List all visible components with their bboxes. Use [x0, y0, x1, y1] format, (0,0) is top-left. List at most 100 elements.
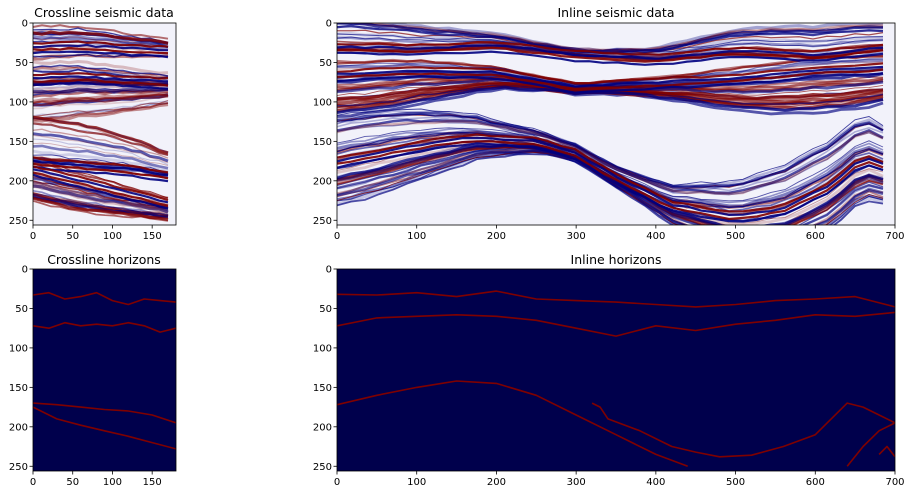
seismic-reflector [337, 58, 884, 87]
seismic-reflector [33, 30, 169, 45]
seismic-reflector [33, 59, 169, 75]
seismic-reflector [33, 180, 169, 210]
seismic-reflector [33, 138, 169, 166]
y-tick-label: 250 [9, 462, 28, 473]
seismic-main-reflector [337, 62, 884, 85]
seismic-reflector [337, 85, 884, 114]
seismic-reflector [33, 93, 168, 104]
y-tick-label: 150 [313, 137, 332, 148]
seismic-reflector [33, 102, 169, 120]
seismic-main-reflector [337, 140, 884, 221]
seismic-reflector [33, 189, 169, 217]
seismic-main-reflector [33, 72, 169, 80]
seismic-reflector [33, 35, 169, 49]
seismic-reflector [33, 36, 169, 47]
x-tick-label: 100 [103, 477, 122, 488]
seismic-reflector [33, 115, 169, 155]
seismic-reflector [337, 85, 884, 115]
seismic-reflector [33, 36, 169, 49]
seismic-reflector [33, 194, 169, 218]
horizon-line [33, 406, 176, 450]
seismic-reflector [33, 99, 169, 118]
y-tick-label: 50 [15, 304, 28, 315]
x-tick-label: 300 [567, 231, 586, 242]
seismic-main-reflector [337, 44, 884, 60]
seismic-reflector [33, 117, 169, 154]
seismic-reflector [33, 95, 169, 107]
x-tick-label: 200 [487, 231, 506, 242]
seismic-image [33, 23, 176, 225]
seismic-main-reflector [337, 68, 884, 90]
seismic-reflector [33, 132, 169, 163]
x-tick-label: 700 [885, 477, 904, 488]
seismic-reflector [33, 24, 169, 40]
seismic-reflector [33, 184, 169, 215]
y-tick-label: 150 [9, 137, 28, 148]
x-tick-label: 50 [66, 231, 79, 242]
horizon-line [591, 402, 895, 458]
seismic-reflector [33, 200, 169, 222]
y-tick-label: 50 [319, 58, 332, 69]
seismic-main-reflector [33, 50, 169, 59]
seismic-reflector [337, 23, 884, 53]
seismic-reflector [33, 87, 169, 95]
y-tick-label: 200 [313, 176, 332, 187]
panel-crossline-seismic: Crossline seismic data 0 50 100 150 0 50 100 15… [9, 5, 177, 242]
x-tick-label: 400 [646, 231, 665, 242]
seismic-reflector [33, 182, 169, 214]
y-tick-label: 50 [15, 58, 28, 69]
y-tick-label: 0 [326, 19, 332, 30]
seismic-reflector [33, 160, 169, 199]
seismic-reflector [337, 131, 884, 209]
seismic-reflector [33, 64, 169, 77]
panel-inline-horizons: Inline horizons 0 100 200 300 400 500 600 700 0 5… [313, 252, 905, 488]
x-tick-label: 0 [334, 231, 340, 242]
x-tick-label: 150 [143, 477, 162, 488]
y-tick-label: 100 [9, 343, 28, 354]
x-tick-label: 0 [30, 231, 36, 242]
horizon-line [878, 445, 895, 458]
seismic-reflector [33, 90, 169, 98]
seismic-reflector [33, 142, 169, 166]
seismic-reflector [33, 154, 169, 174]
seismic-reflector [33, 95, 169, 110]
seismic-reflector [337, 119, 884, 196]
panel-title: Inline seismic data [558, 5, 675, 20]
horizon-line [337, 311, 895, 337]
y-tick-label: 100 [9, 97, 28, 108]
panel-inline-seismic: Inline seismic data 0 100 200 300 400 500 600 7… [313, 5, 905, 242]
y-tick-label: 200 [9, 176, 28, 187]
seismic-main-reflector [337, 142, 884, 223]
seismic-main-reflector [33, 43, 168, 52]
x-tick-label: 400 [646, 477, 665, 488]
seismic-reflector [33, 144, 169, 170]
y-tick-label: 0 [326, 265, 332, 276]
horizon-line [337, 380, 688, 468]
y-tick-label: 0 [22, 265, 28, 276]
y-tick-label: 200 [313, 422, 332, 433]
seismic-reflector [337, 114, 884, 188]
seismic-main-reflector [33, 78, 169, 87]
seismic-main-reflector [33, 165, 169, 202]
seismic-reflector [337, 108, 884, 186]
seismic-reflector [33, 149, 169, 173]
seismic-main-reflector [33, 165, 169, 183]
y-tick-label: 250 [313, 216, 332, 227]
seismic-main-reflector [337, 72, 884, 94]
seismic-main-reflector [33, 156, 169, 174]
seismic-main-reflector [33, 168, 169, 204]
x-tick-label: 600 [806, 477, 825, 488]
seismic-reflector [33, 196, 169, 222]
x-tick-label: 0 [30, 477, 36, 488]
x-tick-label: 100 [103, 231, 122, 242]
seismic-reflector [337, 118, 884, 195]
seismic-reflector [33, 102, 169, 122]
y-tick-label: 50 [319, 304, 332, 315]
seismic-reflector [33, 100, 169, 117]
seismic-reflector [33, 184, 169, 214]
horizon-image [33, 269, 176, 471]
x-tick-label: 600 [806, 231, 825, 242]
panel-crossline-horizons: Crossline horizons 0 50 100 150 0 50 100 150 200… [9, 252, 177, 488]
x-tick-label: 150 [143, 231, 162, 242]
